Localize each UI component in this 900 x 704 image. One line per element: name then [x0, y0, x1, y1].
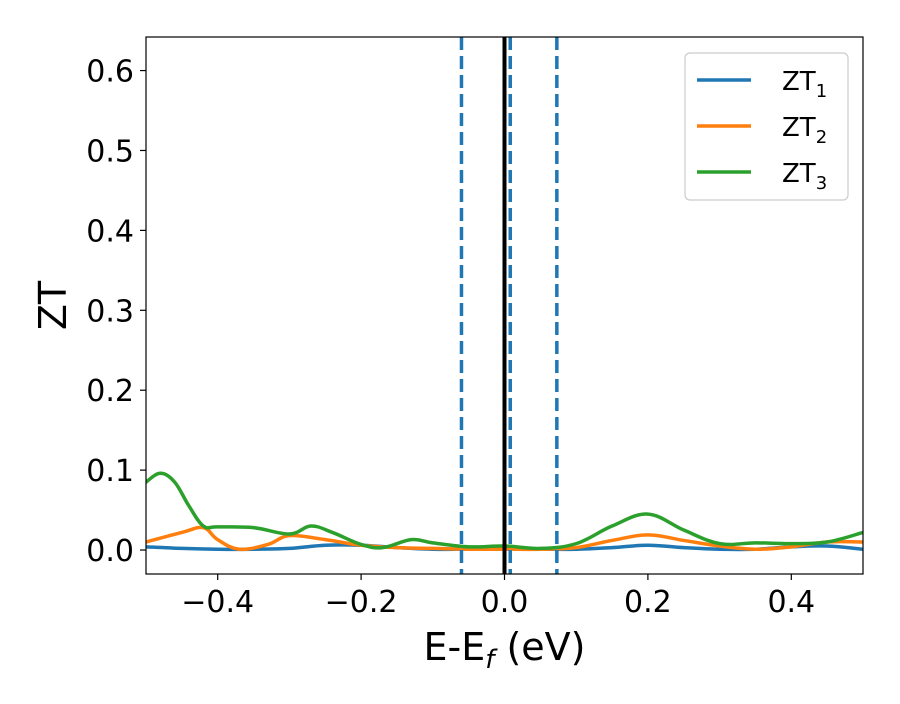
- x-tick-label: 0.0: [481, 585, 529, 620]
- y-tick-label: 0.0: [86, 534, 134, 569]
- x-axis-label-unit: (eV): [494, 625, 585, 669]
- x-tick-label: 0.2: [624, 585, 672, 620]
- series-line-zt3: [146, 471, 863, 551]
- x-axis-label: E-Ef (eV): [424, 625, 586, 675]
- y-tick-label: 0.4: [86, 214, 134, 249]
- y-tick-label: 0.5: [86, 134, 134, 169]
- legend: ZT1 ZT2 ZT3: [684, 52, 849, 201]
- y-axis-label: ZT: [31, 280, 75, 330]
- plot-area: [146, 37, 863, 574]
- axes-layer: −0.4 −0.2 0.0 0.2 0.4 0.0 0.1 0.2 0.3 0.4 0.5 0.6: [86, 36, 864, 620]
- x-axis-label-main: E-E: [424, 625, 486, 669]
- y-tick-label: 0.2: [86, 374, 134, 409]
- x-tick-label: 0.4: [767, 585, 815, 620]
- legend-label-zt1: ZT1: [782, 67, 827, 102]
- y-tick-label: 0.3: [86, 294, 134, 329]
- series-line-zt2: [146, 525, 863, 552]
- legend-label-zt3: ZT3: [782, 159, 827, 194]
- legend-label-zt2: ZT2: [782, 113, 827, 148]
- plot-layer: [146, 37, 863, 574]
- legend-box: [684, 52, 849, 201]
- x-tick-label: −0.2: [325, 585, 398, 620]
- y-tick-label: 0.6: [86, 55, 134, 90]
- y-tick-label: 0.1: [86, 454, 134, 489]
- x-tick-label: −0.4: [181, 585, 254, 620]
